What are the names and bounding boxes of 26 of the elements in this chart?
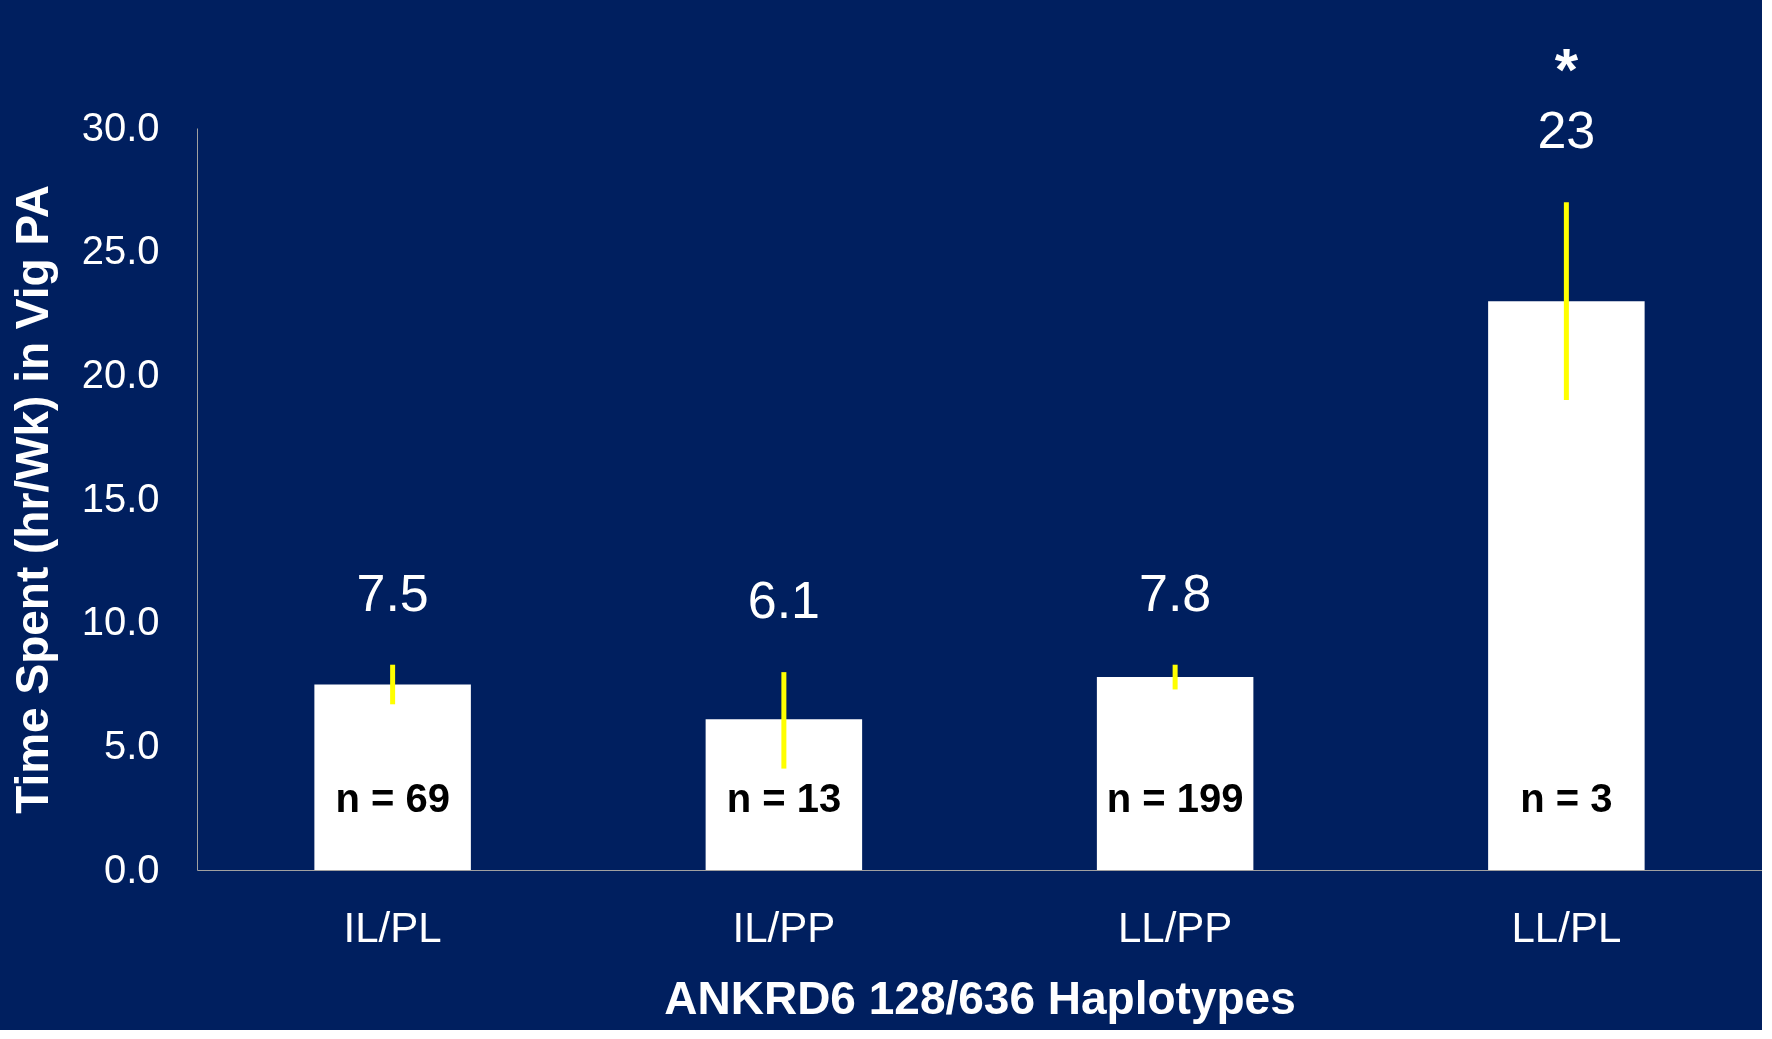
data-label: 7.8 bbox=[1138, 563, 1212, 622]
x-axis-title: ANKRD6 128/636 Haplotypes bbox=[664, 971, 1296, 1024]
y-tick-label: 30.0 bbox=[81, 104, 160, 149]
annotation: n = 13 bbox=[726, 776, 842, 820]
bar bbox=[705, 719, 863, 870]
data-label: 6.1 bbox=[747, 571, 821, 630]
bar bbox=[1096, 677, 1254, 870]
annotation: n = 199 bbox=[1106, 776, 1244, 820]
y-axis-title: Time Spent (hr/Wk) in Vig PA bbox=[5, 185, 58, 814]
bar bbox=[1488, 301, 1645, 870]
x-tick-label: IL/PL bbox=[343, 903, 442, 951]
x-tick-label: IL/PP bbox=[732, 903, 836, 951]
annotation: n = 3 bbox=[1520, 776, 1613, 820]
x-tick-label: LL/PP bbox=[1117, 903, 1233, 951]
text: * bbox=[1554, 36, 1579, 104]
y-tick-label: 5.0 bbox=[103, 722, 160, 767]
bar bbox=[314, 684, 471, 870]
y-tick-label: 0.0 bbox=[103, 846, 160, 891]
y-tick-label: 20.0 bbox=[81, 351, 160, 396]
data-label: 7.5 bbox=[356, 563, 429, 622]
annotation: n = 69 bbox=[335, 776, 450, 820]
y-tick-label: 10.0 bbox=[81, 599, 160, 644]
data-label: 23 bbox=[1537, 101, 1596, 160]
x-tick-label: LL/PL bbox=[1511, 903, 1622, 951]
y-tick-label: 25.0 bbox=[81, 228, 160, 273]
y-tick-label: 15.0 bbox=[81, 475, 160, 520]
